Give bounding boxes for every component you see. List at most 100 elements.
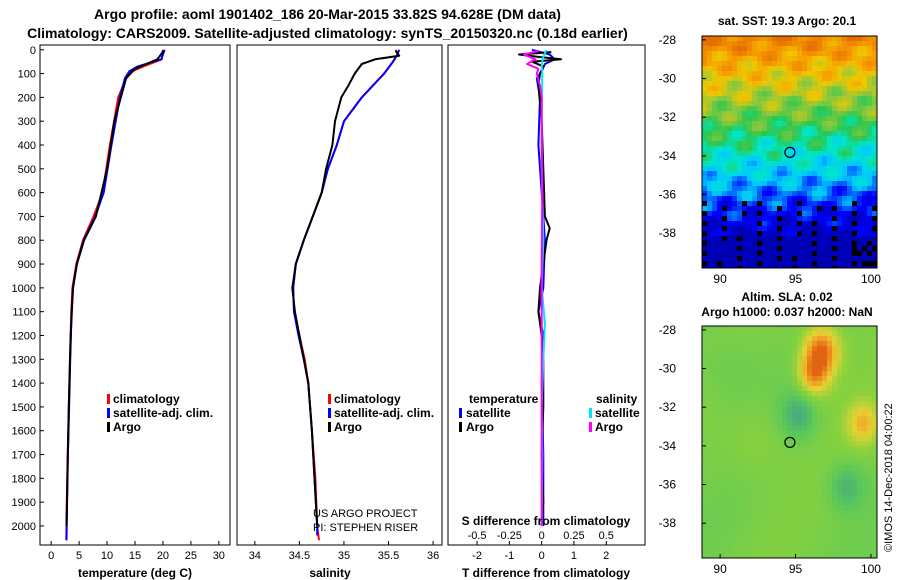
sst-cell [802,161,808,167]
sst-cell [772,41,778,47]
sla-cell [752,501,758,507]
lon-tick-label: 95 [789,562,803,576]
sst-cell [847,161,853,167]
sst-cell [797,171,803,177]
sst-cell [762,146,768,152]
sla-cell [837,371,843,377]
sst-cell [777,71,783,77]
sst-cell [777,206,783,212]
sla-cell [742,551,748,557]
sla-cell [812,451,818,457]
sla-cell [812,376,818,382]
sst-cell [867,216,873,222]
sla-cell [762,416,768,422]
sst-cell [832,161,838,167]
sla-cell [792,396,798,402]
sst-cell [747,111,753,117]
sla-cell [707,531,713,537]
sst-cell [852,121,858,127]
sst-cell [747,91,753,97]
sla-cell [767,336,773,342]
sla-cell [762,456,768,462]
sst-cell [732,131,738,137]
sla-cell [812,446,818,452]
sla-cell [752,396,758,402]
sst-cell [842,261,848,267]
sla-cell [767,341,773,347]
sst-cell [797,226,803,232]
sst-cell [707,181,713,187]
sst-cell [737,96,743,102]
sst-cell [832,146,838,152]
sla-cell [862,456,868,462]
sla-cell [797,346,803,352]
sla-cell [847,536,853,542]
sst-cell [747,206,753,212]
sst-cell [847,156,853,162]
sst-cell [857,266,863,268]
sst-cell [852,86,858,92]
sla-cell [732,356,738,362]
sst-cell [742,166,748,172]
sla-cell [717,481,723,487]
sst-cell [832,81,838,87]
sst-cell [782,76,788,82]
sla-cell [772,356,778,362]
sst-cell [802,36,808,42]
sla-cell [807,506,813,512]
depth-tick-label: 100 [18,69,36,81]
sst-cell [867,76,873,82]
sla-cell [872,361,877,367]
sst-cell [862,256,868,262]
sst-cell [732,106,738,112]
sst-cell [717,211,723,217]
sla-cell [842,496,848,502]
sst-cell [807,221,813,227]
sla-cell [827,346,833,352]
sla-cell [707,426,713,432]
sst-cell [762,216,768,222]
sst-cell [807,196,813,202]
sla-cell [777,331,783,337]
difference-plot-frame [447,44,646,546]
sst-cell [832,71,838,77]
sst-cell [742,51,748,57]
sst-cell [847,136,853,142]
sla-cell [822,401,828,407]
sst-cell [707,136,713,142]
sla-cell [812,511,818,517]
sst-cell [827,36,833,42]
sla-cell [787,441,793,447]
sla-cell [847,456,853,462]
sst-cell [822,66,828,72]
sst-cell [702,246,708,252]
sla-cell [812,531,818,537]
sla-cell [777,546,783,552]
sla-cell [832,381,838,387]
sla-cell [832,371,838,377]
sla-cell [717,531,723,537]
sla-cell [762,431,768,437]
sst-cell [707,111,713,117]
legend-marker-climatology [107,394,110,404]
sla-cell [857,491,863,497]
sst-cell [782,101,788,107]
sla-cell [822,546,828,552]
sst-cell [752,251,758,257]
sst-cell [712,61,718,67]
sst-cell [727,231,733,237]
sla-cell [872,401,877,407]
sla-cell [842,541,848,547]
sst-cell [737,201,743,207]
sst-cell [707,206,713,212]
sst-cell [772,231,778,237]
sla-cell [762,356,768,362]
sst-cell [847,221,853,227]
sla-cell [822,511,828,517]
sst-cell [717,81,723,87]
sla-cell [742,516,748,522]
sla-cell [837,411,843,417]
sla-cell [727,501,733,507]
sst-cell [757,101,763,107]
sst-cell [747,96,753,102]
